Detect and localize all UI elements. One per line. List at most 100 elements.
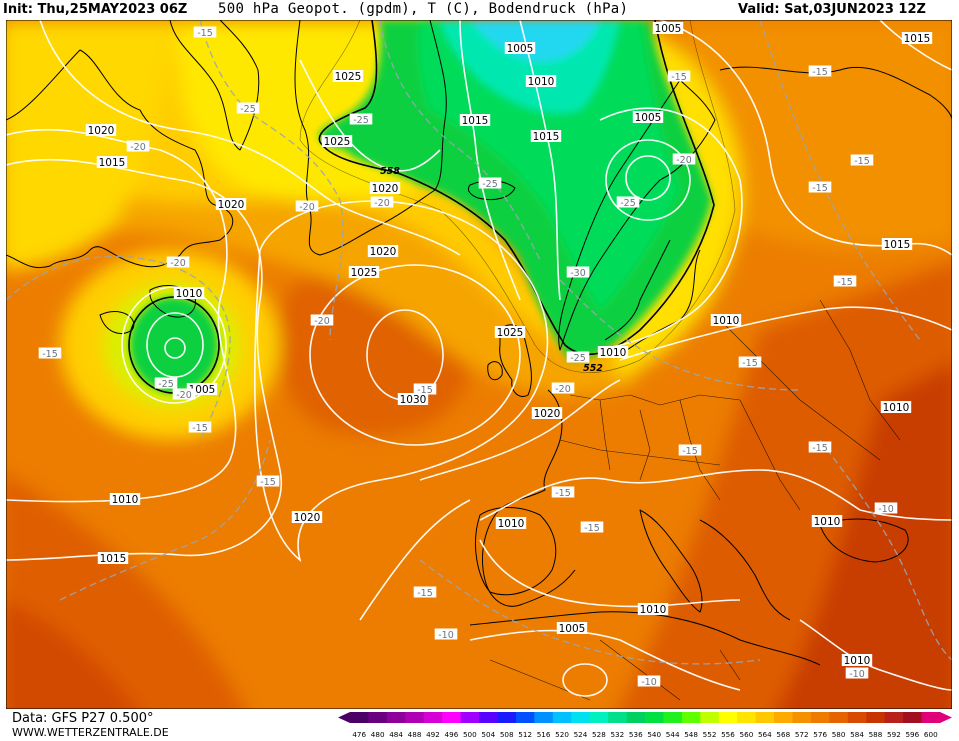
- pressure-label-box: [652, 22, 684, 34]
- temperature-label-box: [808, 65, 832, 77]
- height-label-text: 552: [583, 363, 603, 374]
- temperature-label-text: -15: [555, 488, 571, 499]
- temperature-label-box: [295, 200, 319, 212]
- isobar-1020-ring: [253, 200, 549, 563]
- coast-north-america: [6, 49, 233, 269]
- pressure-label-text: 1020: [88, 125, 115, 137]
- legend-swatch: [608, 712, 628, 723]
- pressure-label-box: [504, 42, 536, 54]
- pressure-label-text: 1010: [600, 347, 627, 359]
- legend-swatch: [737, 712, 757, 723]
- pressure-label-box: [494, 326, 526, 338]
- legend-swatch: [810, 712, 830, 723]
- pressure-label: 1015: [97, 552, 129, 565]
- pressure-label-box: [459, 114, 491, 126]
- pressure-label: 1005: [652, 22, 684, 35]
- pressure-label: 1020: [367, 245, 399, 258]
- temperature-label: -15: [38, 347, 62, 360]
- legend-tick-label: 572: [795, 730, 809, 739]
- temperature-label-box: [845, 667, 869, 679]
- temperature-label-box: [874, 502, 898, 514]
- temperature-label-text: -25: [482, 179, 498, 190]
- pressure-label-text: 1015: [462, 115, 489, 127]
- temperature-label-box: [672, 153, 696, 165]
- data-source-label: Data: GFS P27 0.500°: [12, 711, 154, 726]
- pressure-label-text: 1020: [372, 183, 399, 195]
- legend-tick-label: 500: [463, 730, 477, 739]
- isobars: [6, 20, 952, 697]
- isobar-1010-central: [619, 306, 952, 361]
- temperature-label-box: [678, 444, 702, 456]
- temperature-label: -20: [126, 140, 150, 153]
- field-cyan-core: [470, 20, 600, 62]
- pressure-label: 1010: [880, 401, 912, 414]
- isobar-1010-atlantic: [6, 128, 237, 503]
- isobar-core-low: [164, 337, 186, 359]
- temperature-label-text: -20: [374, 198, 390, 209]
- color-legend: 476 480 484 488 492 496 500 504 508 512 516 520 524 5…: [338, 712, 952, 739]
- field-green-low-west: [130, 297, 218, 393]
- temperature-label: -15: [667, 70, 691, 83]
- temperature-label-text: -15: [837, 277, 853, 288]
- temperature-label: -10: [845, 667, 869, 680]
- isobar-1010-med: [479, 539, 741, 608]
- temperature-label: -20: [551, 382, 575, 395]
- pressure-label: 1020: [369, 182, 401, 195]
- pressure-label-box: [96, 156, 128, 168]
- temperature-label-box: [188, 421, 212, 433]
- height-label: 558: [380, 166, 400, 177]
- legend-tick-label: 592: [887, 730, 901, 739]
- pressure-label-text: 1005: [559, 623, 586, 635]
- website-label: WWW.WETTERZENTRALE.DE: [12, 726, 169, 739]
- pressure-label: 1010: [841, 654, 873, 667]
- legend-tick-label: 532: [610, 730, 624, 739]
- temperature-label-text: -15: [812, 183, 828, 194]
- pressure-label-box: [881, 238, 913, 250]
- pressure-label-box: [880, 401, 912, 413]
- temperature-label-layer: -15-15 -15-25-25-20-20 -15-25 -15-20 -20 -25-…: [38, 26, 898, 688]
- legend-arrow-high: [940, 712, 952, 723]
- isobar-1005-scandi-low: [605, 139, 691, 221]
- pressure-label-box: [369, 182, 401, 194]
- pressure-label-text: 1025: [335, 71, 362, 83]
- legend-swatch: [866, 712, 886, 723]
- temperature-label-text: -15: [584, 523, 600, 534]
- coast-north-africa: [469, 611, 821, 666]
- temperature-label-box: [172, 388, 196, 400]
- temperature-label-box: [616, 196, 640, 208]
- temperature-label-text: -10: [438, 630, 454, 641]
- temperature-label: -15: [580, 521, 604, 534]
- temperature-label: -20: [370, 196, 394, 209]
- isobar-1020-iberia: [419, 379, 621, 481]
- pressure-label-text: 1005: [189, 384, 216, 396]
- temperature-label-text: -15: [854, 156, 870, 167]
- pressure-label-box: [531, 407, 563, 419]
- legend-swatch: [626, 712, 646, 723]
- isobar-1010-scandi: [599, 107, 743, 351]
- pressure-label-box: [901, 32, 933, 44]
- temperature-label-box: [637, 675, 661, 687]
- isobar-1020-greenland: [39, 20, 461, 256]
- height-label: 552: [583, 363, 603, 374]
- temperature-label-text: -20: [130, 142, 146, 153]
- pressure-label-layer: 1005 1005 1015 1025 1010 1020 1015 1015 1005 1025…: [85, 22, 933, 667]
- legend-swatch: [700, 712, 720, 723]
- legend-tick-label: 564: [758, 730, 772, 739]
- pressure-label: 1010: [597, 346, 629, 359]
- pressure-label-text: 1025: [351, 267, 378, 279]
- pressure-label-box: [109, 493, 141, 505]
- pressure-label: 1005: [504, 42, 536, 55]
- temperature-label-text: -10: [641, 677, 657, 688]
- legend-swatch: [921, 712, 941, 723]
- coast-europe-west: [481, 389, 576, 607]
- temperature-label-box: [738, 356, 762, 368]
- temperature-label-text: -25: [570, 353, 586, 364]
- legend-swatch: [497, 712, 517, 723]
- coast-iberia: [474, 507, 557, 596]
- map-title: 500 hPa Geopot. (gpdm), T (C), Bodendruc…: [218, 1, 629, 17]
- legend-swatch: [792, 712, 812, 723]
- temperature-label: -15: [413, 383, 437, 396]
- pressure-label-box: [495, 517, 527, 529]
- temperature-label-text: -15: [42, 349, 58, 360]
- pressure-label: 1015: [881, 238, 913, 251]
